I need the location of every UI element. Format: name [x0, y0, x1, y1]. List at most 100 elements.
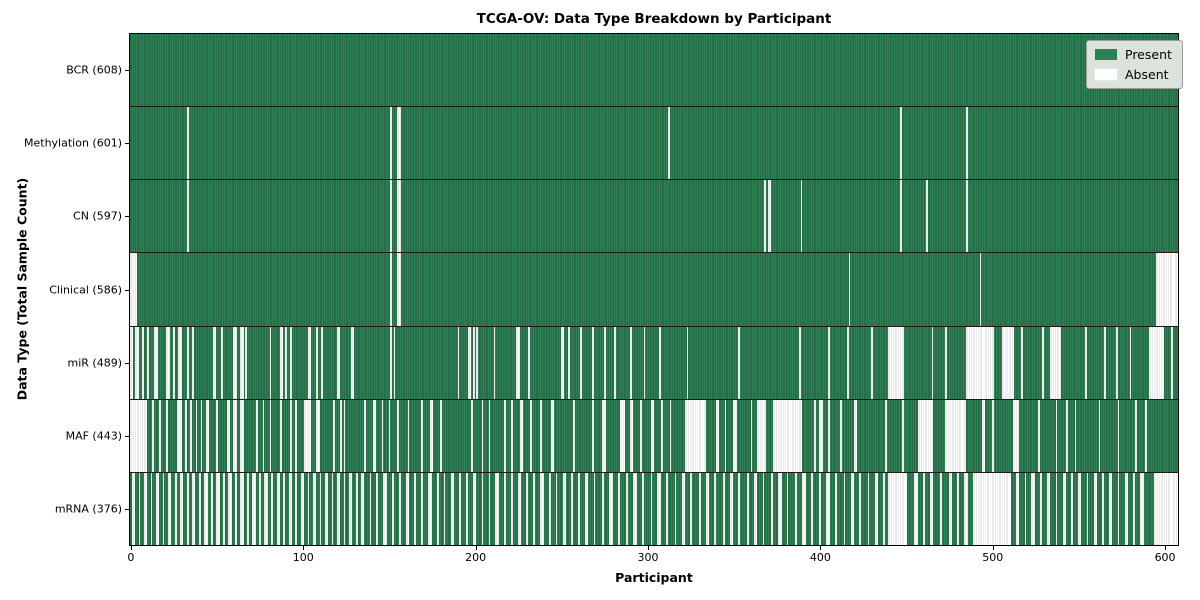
absent-stripe	[578, 472, 580, 545]
absent-stripe	[859, 472, 861, 545]
absent-stripe	[154, 326, 158, 399]
absent-stripe	[519, 399, 523, 472]
absent-stripe	[504, 399, 506, 472]
absent-stripe	[643, 326, 646, 399]
absent-stripe	[957, 472, 960, 545]
absent-stripe	[617, 472, 620, 545]
absent-stripe	[567, 326, 570, 399]
absent-stripe	[186, 180, 189, 253]
absent-stripe	[828, 326, 830, 399]
absent-stripe	[348, 472, 353, 545]
absent-stripe	[333, 399, 336, 472]
y-tick-label: Methylation (601)	[24, 136, 122, 150]
absent-stripe	[195, 399, 198, 472]
absent-stripe	[138, 472, 141, 545]
absent-stripe	[1084, 326, 1087, 399]
absent-stripe	[686, 326, 689, 399]
x-tick-label: 200	[465, 551, 487, 564]
absent-stripe	[1012, 399, 1020, 472]
absent-stripe	[965, 326, 994, 399]
absent-stripe	[972, 472, 1011, 545]
absent-stripe	[669, 399, 672, 472]
absent-stripe	[392, 472, 394, 545]
absent-stripe	[871, 326, 873, 399]
absent-stripe	[722, 472, 725, 545]
absent-stripe	[228, 472, 232, 545]
absent-stripe	[407, 399, 410, 472]
y-tick-mark	[125, 362, 129, 364]
absent-stripe	[685, 399, 706, 472]
absent-stripe	[629, 326, 632, 399]
absent-stripe	[390, 326, 392, 399]
absent-stripe	[1078, 472, 1082, 545]
absent-stripe	[143, 472, 148, 545]
absent-stripe	[173, 326, 175, 399]
absent-stripe	[540, 399, 542, 472]
absent-stripe	[300, 472, 305, 545]
absent-stripe	[443, 472, 446, 545]
absent-stripe	[626, 472, 629, 545]
absent-stripe	[867, 472, 870, 545]
absent-stripe	[471, 399, 473, 472]
absent-stripe	[467, 326, 472, 399]
absent-stripe	[176, 399, 182, 472]
absent-stripe	[1153, 472, 1178, 545]
absent-stripe	[931, 326, 934, 399]
absent-stripe	[166, 399, 168, 472]
absent-stripe	[421, 399, 424, 472]
row-Clinical	[130, 253, 1178, 327]
absent-stripe	[179, 472, 184, 545]
absent-stripe	[383, 472, 387, 545]
absent-stripe	[850, 472, 854, 545]
absent-stripe	[802, 472, 806, 545]
absent-stripe	[593, 472, 596, 545]
absent-stripe	[397, 399, 399, 472]
absent-stripe	[602, 472, 604, 545]
absent-stripe	[757, 399, 767, 472]
absent-stripe	[650, 472, 653, 545]
absent-stripe	[221, 326, 224, 399]
absent-stripe	[840, 399, 842, 472]
absent-stripe	[390, 253, 392, 326]
absent-stripe	[340, 399, 342, 472]
absent-stripe	[200, 399, 203, 472]
absent-stripe	[1040, 472, 1042, 545]
absent-stripe	[529, 399, 532, 472]
absent-stripe	[510, 472, 513, 545]
absent-stripe	[307, 326, 311, 399]
absent-stripe	[991, 399, 994, 472]
absent-stripe	[550, 399, 555, 472]
absent-stripe	[324, 472, 329, 545]
absent-stripe	[1055, 472, 1058, 545]
absent-stripe	[900, 107, 903, 180]
absent-stripe	[778, 472, 782, 545]
absent-stripe	[397, 107, 401, 180]
absent-stripe	[283, 472, 286, 545]
absent-stripe	[965, 107, 968, 180]
absent-stripe	[834, 472, 837, 545]
absent-stripe	[288, 472, 293, 545]
absent-stripe	[981, 399, 985, 472]
absent-stripe	[884, 399, 887, 472]
absent-stripe	[364, 399, 367, 472]
absent-stripe	[914, 472, 918, 545]
absent-stripe	[819, 399, 823, 472]
absent-stripe	[1071, 472, 1073, 545]
absent-stripe	[1117, 399, 1120, 472]
row-CN	[130, 180, 1178, 254]
absent-stripe	[660, 399, 663, 472]
absent-stripe	[1109, 472, 1113, 545]
legend-item-present: Present	[1095, 47, 1172, 62]
absent-stripe	[343, 472, 346, 545]
row-BCR	[130, 34, 1178, 108]
absent-stripe	[198, 472, 201, 545]
absent-stripe	[216, 472, 220, 545]
absent-stripe	[388, 399, 391, 472]
absent-stripe	[619, 399, 625, 472]
absent-stripe	[226, 399, 230, 472]
absent-stripe	[681, 472, 686, 545]
absent-stripe	[312, 472, 317, 545]
absent-stripe	[714, 472, 717, 545]
absent-stripe	[1002, 326, 1015, 399]
